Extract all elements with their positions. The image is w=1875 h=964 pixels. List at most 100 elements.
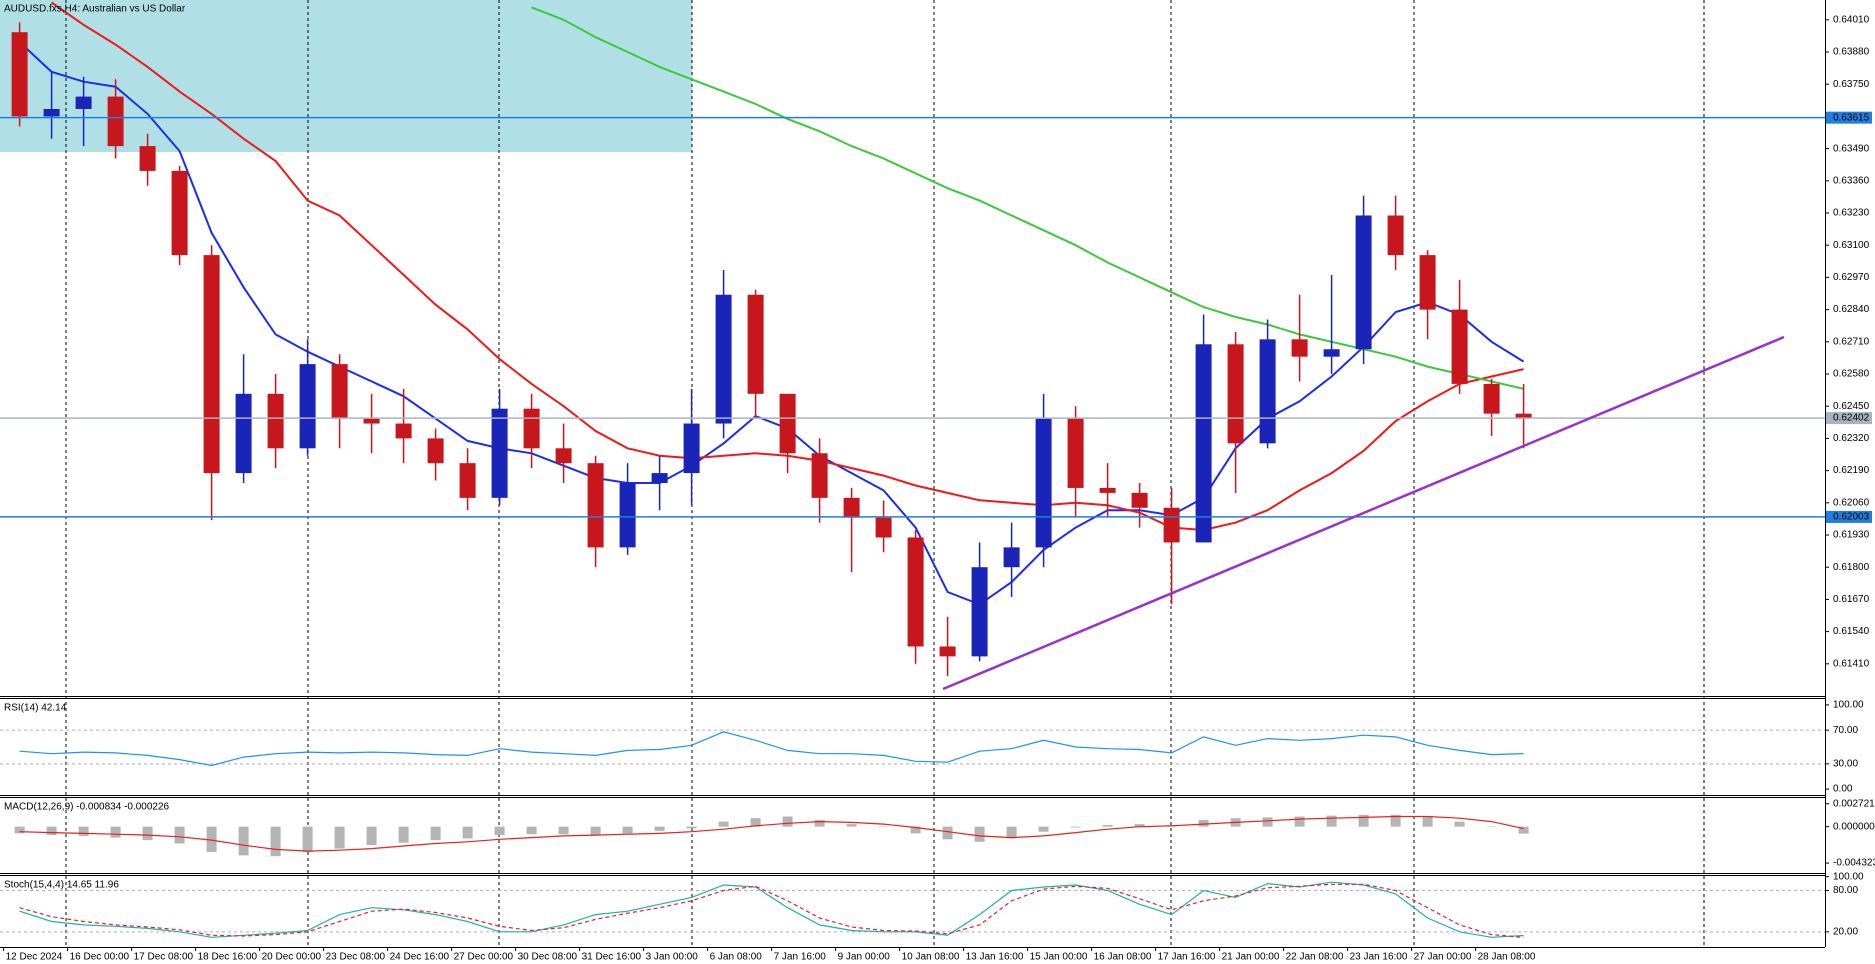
x-tick-label: 9 Jan 00:00 [838, 952, 891, 963]
candle-body [1163, 507, 1180, 543]
histogram-bar [974, 826, 985, 842]
histogram-bar [174, 826, 185, 844]
histogram-bar [1454, 821, 1465, 827]
candle-body [75, 96, 92, 109]
price-label-box [1826, 412, 1872, 425]
candle-body [1387, 215, 1404, 256]
candle-body [235, 393, 252, 474]
x-tick-label: 28 Jan 08:00 [1478, 952, 1536, 963]
candle-body [1099, 487, 1116, 493]
candle-body [1195, 344, 1212, 543]
y-tick-label: 0.62320 [1833, 433, 1870, 444]
candle-body [43, 108, 60, 117]
histogram-bar [334, 826, 345, 849]
histogram-bar [14, 826, 25, 834]
histogram-bar [270, 826, 281, 857]
chart-title: AUDUSD.fxs,H4: Australian vs US Dollar [4, 4, 186, 15]
y-tick-label: 20.00 [1833, 926, 1858, 937]
y-tick-label: 0.63880 [1833, 47, 1870, 58]
candle-body [971, 567, 988, 657]
x-tick-label: 23 Dec 08:00 [326, 952, 386, 963]
candle-body [1003, 547, 1020, 568]
price-label-box [1826, 510, 1872, 523]
price-label: 0.63615 [1833, 112, 1870, 123]
candle-body [523, 408, 540, 449]
candle-body [139, 146, 156, 171]
histogram-bar [814, 819, 825, 827]
histogram-bar [622, 826, 633, 834]
candle-body [491, 408, 508, 498]
histogram-bar [142, 826, 153, 841]
chart-title: RSI(14) 42.14 [4, 703, 67, 714]
y-tick-label: 0.62060 [1833, 497, 1870, 508]
candle-body [11, 32, 28, 117]
y-tick-label: 0.62970 [1833, 272, 1870, 283]
y-tick-label: 0.61540 [1833, 626, 1870, 637]
candle-body [619, 482, 636, 548]
candle-body [939, 646, 956, 657]
histogram-bar [1262, 817, 1273, 827]
candle-body [1131, 492, 1148, 508]
histogram-bar [878, 826, 889, 828]
x-tick-label: 16 Jan 08:00 [1094, 952, 1152, 963]
x-tick-label: 20 Dec 00:00 [262, 952, 322, 963]
y-tick-label: 0.63360 [1833, 175, 1870, 186]
x-tick-label: 24 Dec 16:00 [390, 952, 450, 963]
y-tick-label: 70.00 [1833, 725, 1858, 736]
candle-body [715, 294, 732, 424]
line-series [19, 815, 1524, 852]
y-tick-label: 100.00 [1833, 871, 1864, 882]
chart-title: MACD(12,26,9) -0.000834 -0.000226 [4, 802, 170, 813]
histogram-bar [1102, 824, 1113, 827]
candle-body [1291, 339, 1308, 357]
x-tick-label: 17 Jan 16:00 [1158, 952, 1216, 963]
y-tick-label: 0.61410 [1833, 658, 1870, 669]
x-tick-label: 15 Jan 00:00 [1030, 952, 1088, 963]
histogram-bar [430, 826, 441, 841]
candle-body [587, 463, 604, 548]
x-tick-label: 13 Jan 16:00 [966, 952, 1024, 963]
candle-body [363, 418, 380, 424]
candle-body [427, 438, 444, 464]
histogram-bar [1198, 819, 1209, 827]
candle-body [779, 393, 796, 454]
line-series [19, 731, 1524, 767]
y-tick-label: 0.62840 [1833, 304, 1870, 315]
histogram-bar [1134, 824, 1145, 827]
x-tick-label: 10 Jan 08:00 [902, 952, 960, 963]
y-tick-label: 0.00 [1833, 784, 1853, 795]
y-tick-label: 0.61670 [1833, 594, 1870, 605]
y-tick-label: 0.61800 [1833, 562, 1870, 573]
histogram-bar [654, 826, 665, 831]
candle-body [555, 448, 572, 464]
y-tick-label: -0.004323 [1833, 858, 1875, 869]
histogram-bar [1486, 826, 1497, 828]
y-tick-label: 0.002721 [1833, 798, 1875, 809]
histogram-bar [398, 826, 409, 843]
histogram-bar [1326, 815, 1337, 827]
histogram-bar [46, 826, 57, 836]
candle-body [1227, 344, 1244, 444]
histogram-bar [1358, 814, 1369, 827]
candle-body [1419, 255, 1436, 310]
candle-body [811, 453, 828, 498]
y-tick-label: 0.63490 [1833, 143, 1870, 154]
candle-body [1067, 418, 1084, 488]
x-tick-label: 6 Jan 08:00 [710, 952, 763, 963]
histogram-bar [846, 824, 857, 827]
candle-body [1323, 349, 1340, 357]
y-tick-label: 0.62450 [1833, 401, 1870, 412]
candle-body [875, 517, 892, 538]
histogram-bar [686, 826, 697, 829]
panel-frames [0, 0, 1826, 948]
x-tick-label: 30 Dec 08:00 [518, 952, 578, 963]
y-tick-label: 0.000000 [1833, 821, 1875, 832]
candle-body [907, 537, 924, 647]
candle-body [299, 364, 316, 449]
histogram-bar [302, 826, 313, 852]
histogram-bar [782, 816, 793, 827]
price-label: 0.62003 [1833, 512, 1870, 523]
histogram-bar [1390, 814, 1401, 827]
